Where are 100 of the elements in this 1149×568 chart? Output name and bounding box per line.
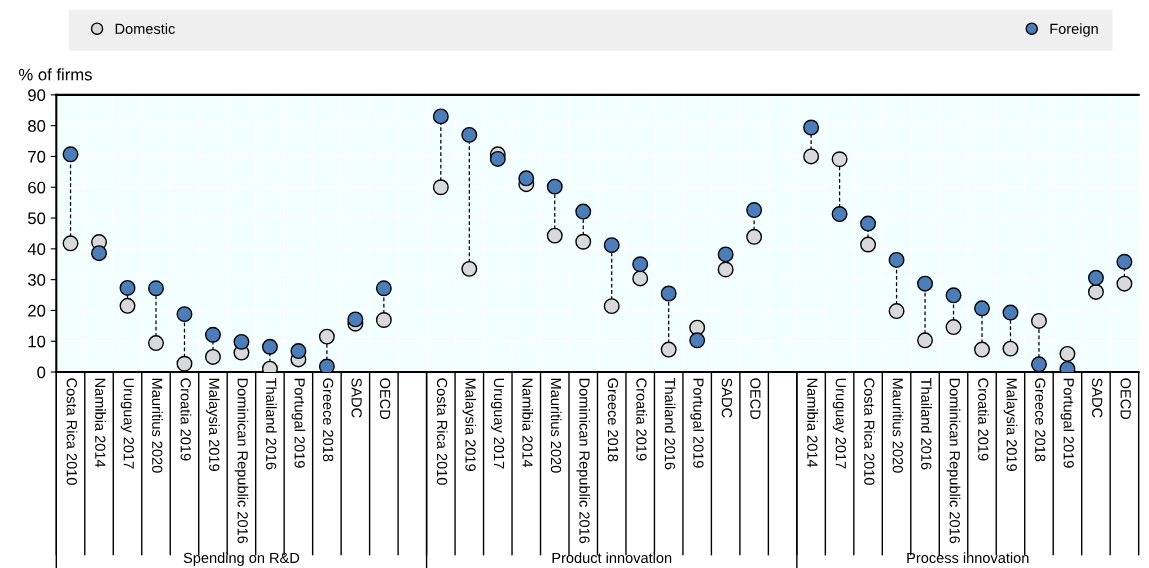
x-tick-label: Thailand 2016 <box>266 377 277 470</box>
x-tick-label: Uruguay 2017 <box>832 378 846 469</box>
x-tick-label: Malaysia 2019 <box>1003 378 1018 471</box>
x-tick-label: Costa Rica 2010 <box>864 378 875 485</box>
y-tick-label: 10 <box>28 335 46 348</box>
point <box>603 298 620 315</box>
point <box>1116 253 1133 270</box>
x-tick-label: SADC <box>1092 378 1103 418</box>
x-tick-label: Dominican Republic 2016 <box>234 378 249 544</box>
text: Process innovation <box>907 552 1029 564</box>
point <box>888 251 905 268</box>
point <box>119 297 136 314</box>
point <box>888 303 905 320</box>
x-tick-label: Malaysia 2019 <box>462 378 477 471</box>
x-tick-label: Greece 2018 <box>607 378 619 462</box>
y-tick-label: 60 <box>28 181 46 194</box>
point <box>204 326 221 343</box>
point <box>1030 356 1047 373</box>
x-tick-label: Costa Rica 2010 <box>66 378 78 485</box>
point <box>1116 275 1133 292</box>
x-tick-label: Portugal 2019 <box>291 378 306 468</box>
point <box>204 348 221 365</box>
point <box>290 343 307 360</box>
point <box>603 237 620 254</box>
point <box>1087 283 1104 300</box>
point <box>546 227 563 244</box>
x-tick-label: OECD <box>379 378 391 420</box>
point <box>746 228 763 245</box>
point <box>347 311 364 328</box>
x-tick-label: OECD <box>1120 378 1131 420</box>
point <box>803 119 820 136</box>
x-tick-label: Uruguay 2017 <box>120 378 134 469</box>
point <box>575 233 592 250</box>
x-tick-label: Croatia 2019 <box>978 378 989 461</box>
x-tick-label: Namibia 2014 <box>95 378 106 468</box>
point <box>62 146 79 163</box>
x-tick-label: Mauritius 2020 <box>892 378 904 473</box>
point <box>432 179 449 196</box>
text: Product innovation <box>552 552 672 564</box>
legend-label: Domestic <box>115 23 175 34</box>
x-tick-label: Namibia 2014 <box>807 378 818 468</box>
point <box>176 355 193 372</box>
point <box>261 338 278 355</box>
point <box>1002 304 1019 321</box>
x-tick-label: Mauritius 2020 <box>152 378 163 473</box>
x-tick-label: Thailand 2016 <box>921 377 932 470</box>
x-tick-label: SADC <box>721 378 733 418</box>
point <box>746 202 763 219</box>
point <box>375 280 392 297</box>
point <box>945 319 962 336</box>
point <box>1002 340 1019 357</box>
point <box>375 312 392 328</box>
x-tick-label: Greece 2018 <box>322 378 334 462</box>
point <box>717 261 734 278</box>
point <box>632 256 649 273</box>
point <box>489 150 506 167</box>
point <box>860 215 877 232</box>
x-tick-label: Portugal 2019 <box>1060 378 1075 468</box>
point <box>831 151 848 168</box>
y-tick-label: 80 <box>28 120 46 132</box>
y-tick-label: 40 <box>27 243 46 256</box>
point <box>974 300 990 317</box>
point <box>148 280 164 297</box>
text: Spending on R&D <box>183 552 300 566</box>
point <box>860 236 877 253</box>
x-tick-label: Thailand 2016 <box>664 377 676 470</box>
y-tick-label: 0 <box>37 366 46 379</box>
point <box>1087 269 1104 286</box>
point <box>917 275 934 292</box>
y-tick-label: 70 <box>28 150 46 163</box>
point <box>803 148 820 165</box>
x-tick-label: Croatia 2019 <box>180 378 192 461</box>
point <box>62 235 79 252</box>
point <box>176 306 193 323</box>
y-axis-title: % of firms <box>19 68 92 81</box>
point <box>233 333 250 350</box>
legend-label: Foreign <box>1050 23 1098 37</box>
x-tick-label: Greece 2018 <box>1035 378 1046 462</box>
point <box>1059 345 1076 362</box>
x-tick-label: Uruguay 2017 <box>490 378 505 469</box>
point <box>974 341 990 358</box>
x-tick-label: Dominican Republic 2016 <box>576 378 591 544</box>
x-tick-label: Portugal 2019 <box>690 378 704 468</box>
x-tick-label: Dominican Republic 2016 <box>946 378 961 544</box>
point <box>518 170 535 187</box>
point <box>831 206 848 223</box>
x-tick-label: Malaysia 2019 <box>206 378 220 471</box>
point <box>945 287 962 304</box>
point <box>432 108 449 125</box>
point <box>917 332 934 349</box>
point <box>660 285 677 302</box>
x-tick-label: Costa Rica 2010 <box>436 378 448 485</box>
point <box>119 279 136 296</box>
y-tick-label: 20 <box>28 304 46 317</box>
point <box>689 332 706 349</box>
point <box>632 270 649 287</box>
point <box>575 203 592 220</box>
y-tick-label: 90 <box>28 89 46 102</box>
y-tick-label: 50 <box>28 212 46 225</box>
point <box>91 245 108 262</box>
